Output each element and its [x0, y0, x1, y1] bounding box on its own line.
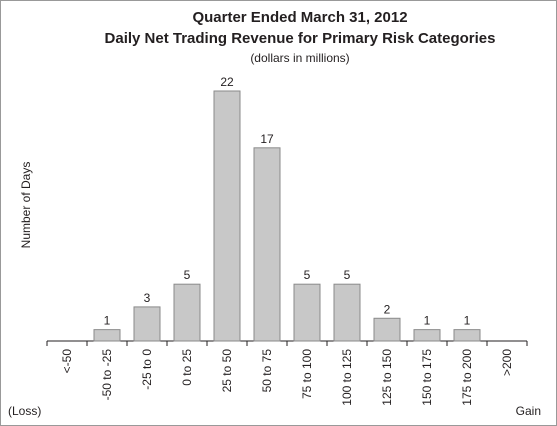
- x-tick-label: 50 to 75: [260, 349, 274, 393]
- value-label: 3: [144, 291, 151, 305]
- x-tick-label: -25 to 0: [140, 349, 154, 390]
- chart-title: Quarter Ended March 31, 2012: [192, 9, 407, 26]
- value-label: 1: [464, 314, 471, 328]
- x-tick-label: 0 to 25: [180, 349, 194, 386]
- x-tick-label: 125 to 150: [380, 349, 394, 406]
- value-label: 1: [424, 314, 431, 328]
- x-tick-label: 100 to 125: [340, 349, 354, 406]
- x-tick-label: 175 to 200: [460, 349, 474, 406]
- bar: [93, 329, 121, 342]
- x-tick-label: 150 to 175: [420, 349, 434, 406]
- y-axis-label: Number of Days: [19, 162, 33, 249]
- x-tick-label: 75 to 100: [300, 349, 314, 399]
- value-label: 5: [184, 268, 191, 282]
- value-label: 5: [344, 268, 351, 282]
- loss-annotation: (Loss): [8, 404, 41, 418]
- x-tick-label: <-50: [60, 349, 74, 374]
- bar: [413, 329, 441, 342]
- bar: [293, 283, 321, 342]
- bar: [333, 283, 361, 342]
- x-tick-label: -50 to -25: [100, 349, 114, 401]
- chart-subtitle: Daily Net Trading Revenue for Primary Ri…: [105, 30, 496, 47]
- value-label: 2: [384, 302, 391, 316]
- bar: [173, 283, 201, 342]
- value-label: 22: [220, 75, 234, 89]
- bar: [253, 147, 281, 342]
- bar: [213, 90, 241, 342]
- value-label: 17: [260, 132, 274, 146]
- bar: [133, 306, 161, 342]
- x-tick-label: 25 to 50: [220, 349, 234, 393]
- bar: [453, 329, 481, 342]
- bar: [373, 317, 401, 342]
- value-label: 5: [304, 268, 311, 282]
- x-tick-label: >200: [500, 349, 514, 376]
- chart-note: (dollars in millions): [250, 51, 349, 65]
- value-label: 1: [104, 314, 111, 328]
- gain-annotation: Gain: [516, 404, 541, 418]
